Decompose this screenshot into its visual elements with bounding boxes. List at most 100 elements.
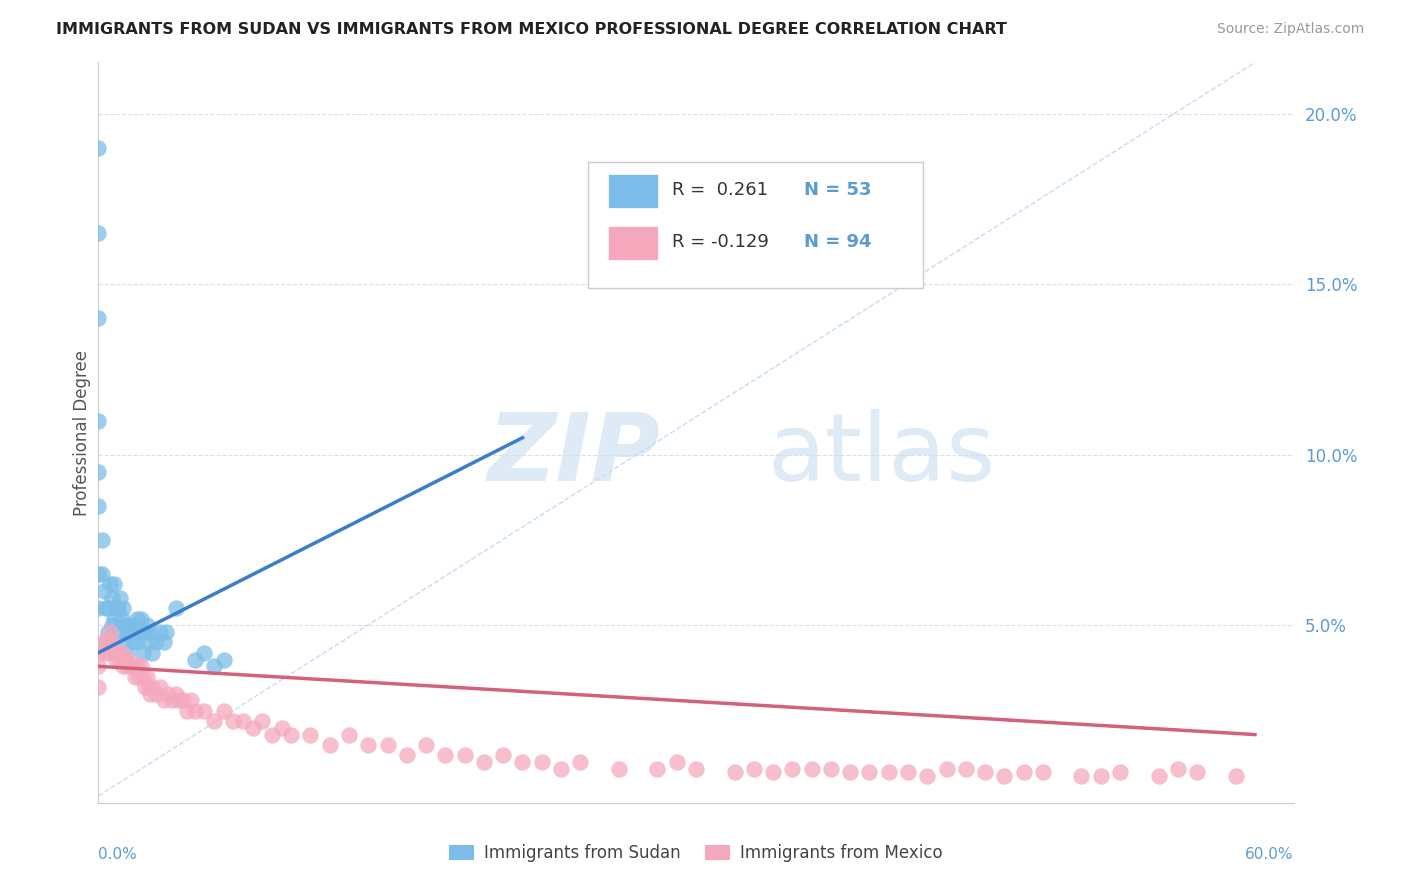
Point xyxy=(176,704,198,718)
Point xyxy=(742,762,765,776)
Point xyxy=(132,669,155,683)
Text: R = -0.129: R = -0.129 xyxy=(672,233,769,251)
Text: 0.0%: 0.0% xyxy=(98,847,138,863)
Point xyxy=(1070,768,1092,782)
Point xyxy=(153,635,176,649)
Text: Source: ZipAtlas.com: Source: ZipAtlas.com xyxy=(1216,22,1364,37)
Point xyxy=(101,618,124,632)
Point xyxy=(98,577,121,591)
Point xyxy=(128,669,150,683)
Point xyxy=(112,601,135,615)
Point xyxy=(138,680,160,694)
Point xyxy=(134,625,156,640)
Point xyxy=(260,728,283,742)
Point xyxy=(453,747,475,762)
Point xyxy=(124,669,146,683)
Point xyxy=(149,680,172,694)
Point xyxy=(472,755,495,769)
Point xyxy=(184,704,207,718)
Point xyxy=(877,765,900,780)
Point xyxy=(415,738,437,752)
Point xyxy=(120,659,142,673)
Point xyxy=(858,765,880,780)
Point xyxy=(569,755,592,769)
Point xyxy=(110,611,132,625)
Point xyxy=(94,635,117,649)
Point xyxy=(1109,765,1132,780)
Point xyxy=(87,601,110,615)
Point xyxy=(120,625,142,640)
Point xyxy=(184,652,207,666)
Point xyxy=(101,591,124,606)
Point xyxy=(141,646,163,660)
Point xyxy=(103,577,125,591)
Point xyxy=(212,652,235,666)
Point xyxy=(897,765,920,780)
Text: atlas: atlas xyxy=(768,409,995,500)
Point xyxy=(149,625,172,640)
Point xyxy=(91,533,114,547)
Point xyxy=(87,141,110,155)
Point xyxy=(377,738,399,752)
Point xyxy=(118,618,141,632)
Point xyxy=(153,693,176,707)
Point xyxy=(169,693,191,707)
Point xyxy=(270,721,292,735)
Point xyxy=(87,567,110,582)
Point xyxy=(357,738,380,752)
Point xyxy=(156,687,179,701)
Point xyxy=(145,635,167,649)
Point xyxy=(87,680,110,694)
Point xyxy=(132,646,155,660)
Point xyxy=(117,659,139,673)
Point xyxy=(222,714,245,728)
Point xyxy=(512,755,534,769)
Point xyxy=(107,625,129,640)
FancyBboxPatch shape xyxy=(607,174,658,209)
Point xyxy=(1225,768,1247,782)
Point xyxy=(193,704,215,718)
Point xyxy=(935,762,957,776)
Point xyxy=(530,755,553,769)
Point xyxy=(395,747,418,762)
Point xyxy=(107,601,129,615)
Point xyxy=(212,704,235,718)
Point xyxy=(141,680,163,694)
Point xyxy=(202,714,225,728)
Text: IMMIGRANTS FROM SUDAN VS IMMIGRANTS FROM MEXICO PROFESSIONAL DEGREE CORRELATION : IMMIGRANTS FROM SUDAN VS IMMIGRANTS FROM… xyxy=(56,22,1007,37)
Point xyxy=(1167,762,1189,776)
Point xyxy=(685,762,707,776)
Point xyxy=(117,646,139,660)
Point xyxy=(94,635,117,649)
Point xyxy=(180,693,202,707)
Point xyxy=(104,601,127,615)
Point xyxy=(110,646,132,660)
Point xyxy=(155,625,177,640)
Point xyxy=(135,669,157,683)
Point xyxy=(128,625,150,640)
Point xyxy=(97,625,120,640)
Point xyxy=(955,762,977,776)
Point xyxy=(782,762,804,776)
Point xyxy=(125,635,148,649)
Point xyxy=(1032,765,1054,780)
Point xyxy=(134,680,156,694)
Point xyxy=(87,226,110,240)
Point xyxy=(94,601,117,615)
Point xyxy=(107,646,129,660)
Point xyxy=(124,618,146,632)
Point xyxy=(104,652,127,666)
Point xyxy=(93,584,115,599)
Point xyxy=(117,625,139,640)
Point xyxy=(319,738,342,752)
Point xyxy=(110,635,132,649)
Text: ZIP: ZIP xyxy=(488,409,661,500)
Point xyxy=(135,618,157,632)
Point xyxy=(129,611,152,625)
Text: N = 53: N = 53 xyxy=(804,181,872,199)
Point xyxy=(97,646,120,660)
Point xyxy=(160,693,183,707)
Point xyxy=(139,625,162,640)
Point xyxy=(1090,768,1112,782)
Legend: Immigrants from Sudan, Immigrants from Mexico: Immigrants from Sudan, Immigrants from M… xyxy=(441,838,950,869)
